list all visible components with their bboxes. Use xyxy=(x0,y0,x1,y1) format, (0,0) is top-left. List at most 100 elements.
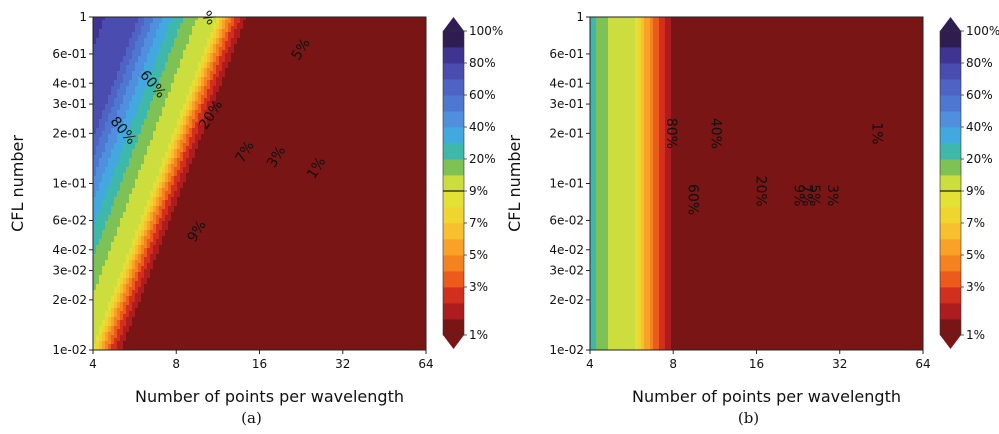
contour-cell xyxy=(246,140,250,144)
contour-cell xyxy=(378,95,382,99)
contour-cell xyxy=(423,146,426,150)
contour-cell xyxy=(399,53,403,57)
contour-cell xyxy=(159,53,163,57)
contour-cell xyxy=(99,47,103,51)
contour-cell xyxy=(393,56,397,60)
contour-cell xyxy=(399,65,403,69)
contour-cell xyxy=(333,128,337,132)
contour-cell xyxy=(363,134,367,138)
contour-cell xyxy=(102,113,106,117)
contour-cell xyxy=(138,56,142,60)
contour-cell xyxy=(150,23,154,27)
contour-cell xyxy=(210,71,214,75)
contour-cell xyxy=(258,134,262,138)
contour-cell xyxy=(153,122,157,126)
contour-cell xyxy=(207,62,211,66)
contour-cell xyxy=(225,134,229,138)
contour-cell xyxy=(288,137,292,141)
contour-cell xyxy=(402,131,406,135)
contour-cell xyxy=(360,146,364,150)
contour-cell xyxy=(315,47,319,51)
contour-cell xyxy=(318,53,322,57)
contour-cell xyxy=(267,50,271,54)
contour-cell xyxy=(234,44,238,48)
contour-cell xyxy=(96,47,100,51)
contour-cell xyxy=(147,44,151,48)
contour-cell xyxy=(330,56,334,60)
contour-cell xyxy=(300,80,304,84)
contour-cell xyxy=(96,116,100,120)
contour-cell xyxy=(177,140,181,144)
contour-cell xyxy=(105,98,109,102)
contour-cell xyxy=(303,32,307,36)
contour-cell xyxy=(282,53,286,57)
contour-cell xyxy=(420,119,424,123)
contour-cell xyxy=(372,101,376,105)
contour-cell xyxy=(282,137,286,141)
contour-cell xyxy=(396,125,400,129)
contour-cell xyxy=(204,32,208,36)
contour-cell xyxy=(384,53,388,57)
contour-cell xyxy=(315,26,319,30)
contour-cell xyxy=(138,128,142,132)
contour-cell xyxy=(252,137,256,141)
contour-cell xyxy=(222,140,226,144)
contour-cell xyxy=(381,23,385,27)
contour-cell xyxy=(345,83,349,87)
contour-cell xyxy=(195,65,199,69)
contour-cell xyxy=(102,149,106,153)
contour-cell xyxy=(129,131,133,135)
contour-cell xyxy=(294,35,298,39)
contour-cell xyxy=(339,116,343,120)
contour-cell xyxy=(417,44,421,48)
contour-cell xyxy=(360,62,364,66)
contour-cell xyxy=(216,95,220,99)
contour-cell xyxy=(123,68,127,72)
contour-cell xyxy=(306,149,310,153)
contour-cell xyxy=(132,44,136,48)
contour-cell xyxy=(402,143,406,147)
contour-cell xyxy=(192,143,196,147)
contour-cell xyxy=(165,92,169,96)
contour-cell xyxy=(297,74,301,78)
contour-cell xyxy=(369,83,373,87)
contour-cell xyxy=(123,71,127,75)
contour-cell xyxy=(369,74,373,78)
contour-cell xyxy=(405,80,409,84)
contour-cell xyxy=(348,140,352,144)
contour-cell xyxy=(330,137,334,141)
contour-cell xyxy=(225,146,229,150)
contour-cell xyxy=(99,119,103,123)
contour-cell xyxy=(390,80,394,84)
contour-cell xyxy=(369,131,373,135)
contour-cell xyxy=(207,74,211,78)
contour-cell xyxy=(222,53,226,57)
contour-cell xyxy=(327,83,331,87)
contour-cell xyxy=(132,95,136,99)
contour-cell xyxy=(123,122,127,126)
contour-cell xyxy=(243,110,247,114)
contour-cell xyxy=(282,17,286,21)
contour-cell xyxy=(183,83,187,87)
contour-cell xyxy=(246,131,250,135)
contour-cell xyxy=(117,116,121,120)
contour-cell xyxy=(393,71,397,75)
contour-cell xyxy=(276,17,280,21)
contour-cell xyxy=(225,80,229,84)
contour-cell xyxy=(237,47,241,51)
contour-cell xyxy=(108,134,112,138)
contour-cell xyxy=(303,113,307,117)
contour-cell xyxy=(219,128,223,132)
contour-cell xyxy=(114,26,118,30)
contour-cell xyxy=(111,80,115,84)
contour-cell xyxy=(342,134,346,138)
contour-cell xyxy=(360,101,364,105)
contour-cell xyxy=(318,23,322,27)
contour-cell xyxy=(126,131,130,135)
contour-cell xyxy=(153,104,157,108)
contour-cell xyxy=(252,116,256,120)
contour-cell xyxy=(384,38,388,42)
contour-cell xyxy=(312,38,316,42)
contour-cell xyxy=(189,86,193,90)
contour-cell xyxy=(384,68,388,72)
